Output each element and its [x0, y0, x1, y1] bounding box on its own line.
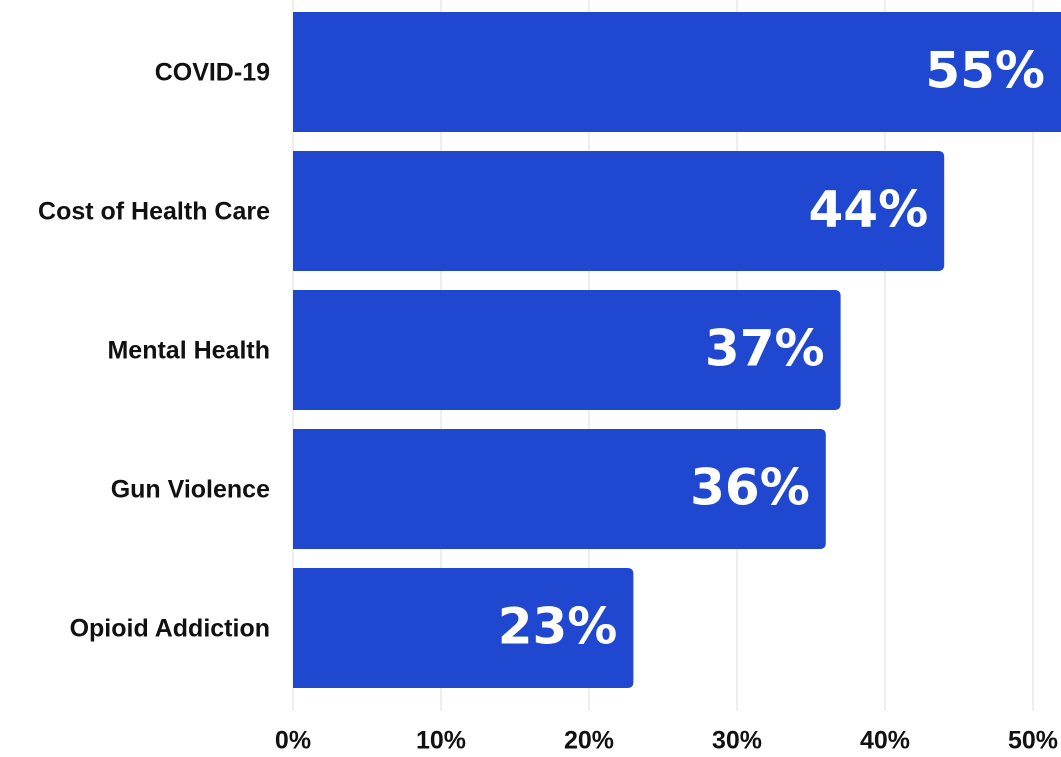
category-label: COVID-19	[155, 59, 270, 87]
bar	[293, 12, 1061, 132]
value-label: 36%	[690, 459, 810, 517]
value-label: 23%	[498, 598, 618, 656]
x-tick-label: 40%	[860, 727, 910, 755]
bar	[293, 568, 634, 688]
x-tick-label: 30%	[712, 727, 762, 755]
category-label: Gun Violence	[111, 476, 270, 504]
bar	[293, 290, 841, 410]
x-tick-label: 10%	[416, 727, 466, 755]
x-tick-label: 20%	[564, 727, 614, 755]
category-label: Opioid Addiction	[70, 615, 270, 643]
value-label: 37%	[705, 320, 825, 378]
value-label: 44%	[809, 181, 929, 239]
value-label: 55%	[925, 42, 1045, 100]
x-tick-label: 0%	[275, 727, 311, 755]
bar	[293, 429, 826, 549]
bar	[293, 151, 945, 271]
category-label: Mental Health	[107, 337, 270, 365]
category-label: Cost of Health Care	[38, 198, 270, 226]
x-tick-label: 50%	[1008, 727, 1058, 755]
